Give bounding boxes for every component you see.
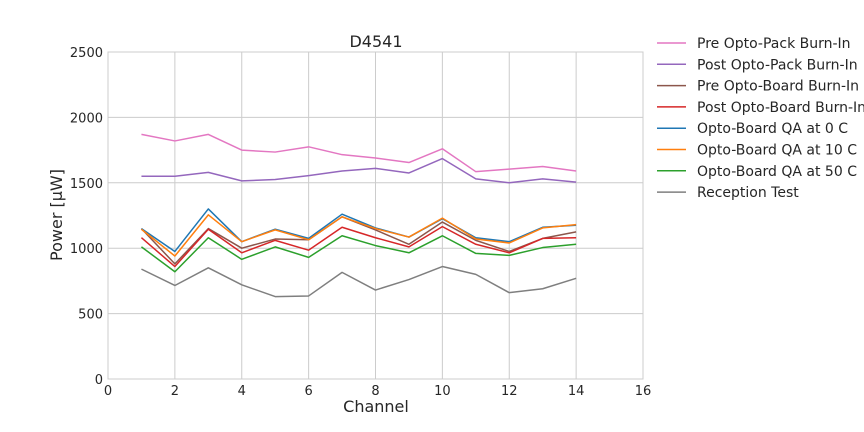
- series-line: [141, 133, 577, 173]
- x-tick-label: 6: [304, 384, 312, 399]
- series-line: [140, 235, 577, 273]
- legend-item: Pre Opto-Pack Burn-In: [657, 36, 851, 52]
- legend-item: Opto-Board QA at 10 C: [657, 143, 857, 159]
- legend-label: Pre Opto-Board Burn-In: [697, 79, 859, 95]
- x-tick-label: 16: [635, 384, 652, 399]
- legend-label: Pre Opto-Pack Burn-In: [697, 36, 851, 52]
- chart-title: D4541: [349, 32, 402, 51]
- y-axis-title: Power [μW]: [47, 169, 66, 261]
- y-tick-label: 2500: [70, 46, 103, 61]
- legend-item: Reception Test: [657, 185, 799, 201]
- legend-item: Post Opto-Pack Burn-In: [657, 57, 858, 73]
- series-line: [141, 157, 577, 184]
- y-tick-label: 1500: [70, 177, 103, 192]
- series-line: [141, 265, 577, 298]
- x-tick-label: 0: [104, 384, 112, 399]
- y-tick-label: 0: [95, 373, 103, 388]
- series-line: [141, 208, 577, 253]
- y-tick-label: 500: [78, 308, 103, 323]
- gridlines: [107, 51, 644, 380]
- x-tick-label: 10: [434, 384, 451, 399]
- series-lines: [140, 133, 577, 298]
- x-tick-label: 14: [568, 384, 585, 399]
- x-axis-ticks: 0 2 4 6 8 10 12 14 16: [104, 384, 651, 399]
- legend-item: Post Opto-Board Burn-In: [657, 100, 864, 116]
- x-tick-label: 12: [501, 384, 518, 399]
- legend-label: Opto-Board QA at 50 C: [697, 164, 857, 180]
- x-axis-title: Channel: [343, 397, 409, 416]
- y-axis-ticks: 0 500 1000 1500 2000 2500: [70, 46, 103, 388]
- legend: Pre Opto-Pack Burn-In Post Opto-Pack Burn…: [657, 36, 864, 201]
- x-tick-label: 8: [371, 384, 379, 399]
- series-line: [140, 225, 577, 268]
- x-tick-label: 2: [171, 384, 179, 399]
- legend-item: Opto-Board QA at 0 C: [657, 121, 848, 137]
- y-tick-label: 1000: [70, 242, 103, 257]
- legend-label: Post Opto-Pack Burn-In: [697, 57, 858, 73]
- legend-label: Reception Test: [697, 185, 799, 201]
- x-tick-label: 4: [238, 384, 246, 399]
- series-line: [140, 214, 577, 257]
- legend-label: Opto-Board QA at 10 C: [697, 143, 857, 159]
- legend-item: Pre Opto-Board Burn-In: [657, 79, 859, 95]
- legend-label: Post Opto-Board Burn-In: [697, 100, 864, 116]
- legend-label: Opto-Board QA at 0 C: [697, 121, 848, 137]
- legend-item: Opto-Board QA at 50 C: [657, 164, 857, 180]
- y-tick-label: 2000: [70, 111, 103, 126]
